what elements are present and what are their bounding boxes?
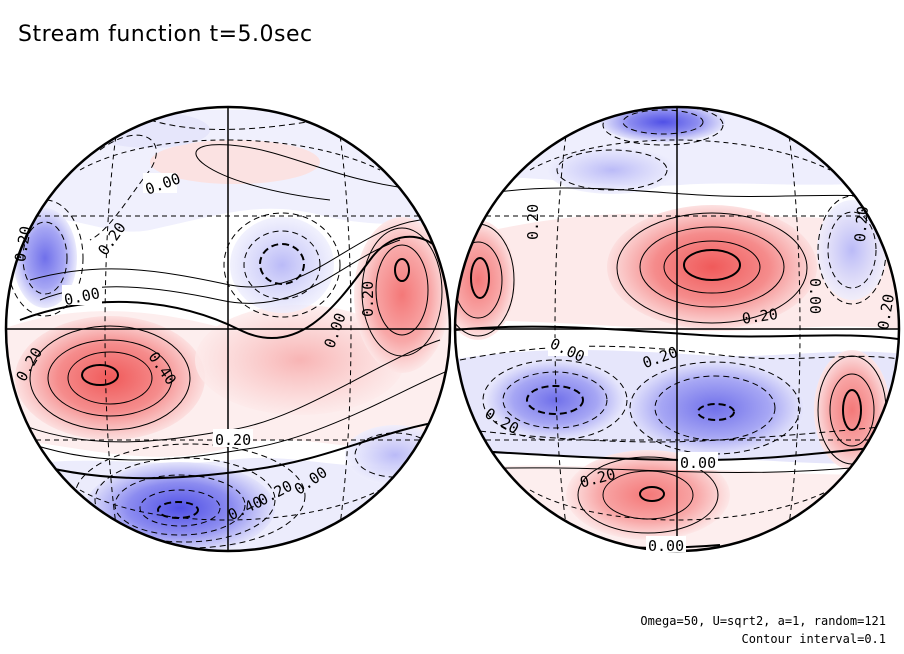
right-red-cell-north	[607, 205, 817, 329]
contour-label: 0.20	[524, 204, 542, 240]
left-hemisphere-outline	[4, 105, 452, 553]
right-hemisphere-fill	[455, 107, 899, 551]
contour-label: 0.20	[11, 225, 35, 264]
contour-label: 0.00	[806, 278, 824, 314]
left-hemisphere-fill	[6, 107, 450, 551]
left-red-cell-east	[354, 217, 450, 373]
left-hemisphere	[4, 105, 452, 553]
right-red-cell-south	[566, 450, 730, 540]
right-blue-cell-west	[485, 360, 625, 440]
parameters-caption: Omega=50, U=sqrt2, a=1, random=121	[640, 614, 886, 628]
figure-title: Stream function t=5.0sec	[18, 22, 313, 47]
contour-labels-right: 0.20 0.00 0.20 0.20 0.00 0.20 0.20 0.00 …	[482, 204, 898, 555]
contour-label: 0.20	[359, 281, 377, 317]
right-hemisphere	[453, 105, 901, 553]
contour-label: 0.20	[215, 431, 251, 449]
left-red-cell-main	[15, 316, 205, 440]
contour-interval-caption: Contour interval=0.1	[741, 632, 887, 646]
right-blue-cell-center	[625, 360, 805, 456]
contour-label: 0.20	[851, 205, 872, 243]
contour-label: 0.00	[648, 537, 684, 555]
contour-label: 0.20	[874, 293, 898, 332]
right-red-cell-west	[455, 220, 516, 340]
contour-label: 0.20	[741, 305, 779, 328]
contour-label: 0.00	[680, 454, 716, 472]
